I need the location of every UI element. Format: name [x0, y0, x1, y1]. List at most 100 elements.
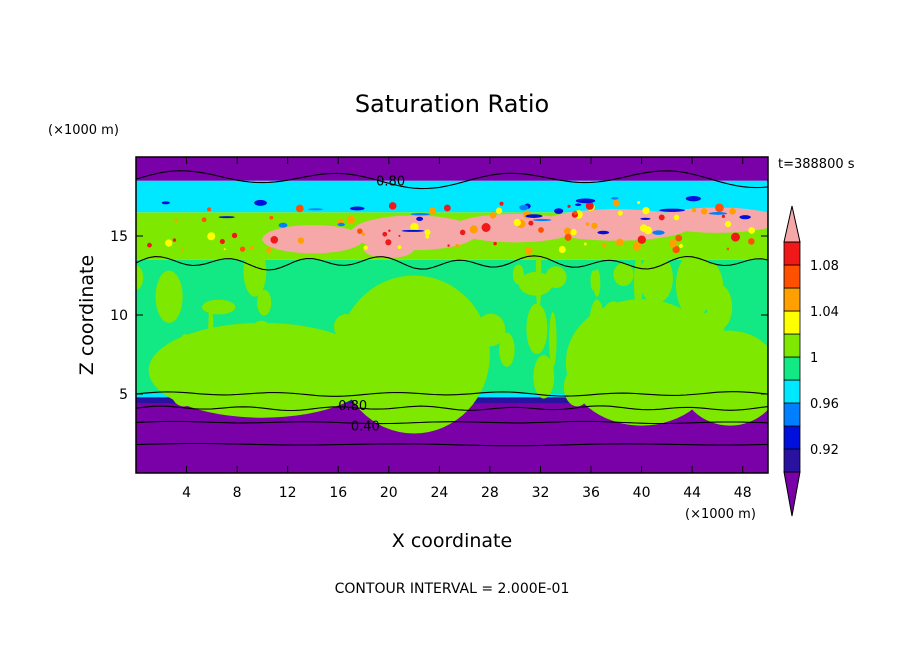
speckle — [297, 237, 305, 244]
speckle — [658, 214, 665, 221]
speckle — [538, 227, 544, 233]
moist-plume — [136, 265, 144, 290]
speckle — [270, 235, 279, 244]
speckle — [357, 228, 363, 234]
contour-fill-layer — [136, 157, 768, 473]
supersaturated-region — [654, 207, 768, 233]
speckle — [385, 239, 392, 246]
speckle — [201, 217, 207, 223]
x-tick-label: 48 — [734, 485, 752, 501]
contour-label: 0.40 — [351, 420, 380, 435]
supersaturated-region — [363, 239, 415, 259]
dry-streak — [218, 216, 235, 219]
speckle — [207, 232, 216, 241]
x-tick-label: 40 — [633, 485, 651, 501]
speckle — [269, 215, 274, 220]
dry-streak — [161, 201, 170, 205]
colorbar-box — [783, 333, 801, 358]
speckle — [558, 246, 566, 253]
speckle — [489, 211, 497, 219]
dry-streak — [640, 217, 651, 220]
speckle — [250, 245, 255, 250]
speckle — [447, 244, 450, 247]
y-unit-label: (×1000 m) — [48, 123, 119, 138]
speckle — [410, 222, 419, 232]
speckle — [147, 242, 152, 248]
dry-streak — [532, 218, 552, 222]
speckle — [639, 224, 648, 232]
speckle — [361, 232, 366, 237]
speckle — [524, 247, 533, 255]
colorbar-box — [783, 287, 801, 312]
colorbar-box — [783, 448, 801, 473]
dry-streak — [611, 196, 619, 200]
speckle — [691, 208, 697, 213]
speckle — [481, 223, 491, 232]
speckle — [748, 227, 756, 234]
chart-title: Saturation Ratio — [355, 90, 549, 118]
contour-label: 0.80 — [376, 175, 405, 190]
speckle — [564, 233, 572, 241]
colorbar-box — [783, 241, 801, 266]
dry-streak — [416, 216, 424, 222]
dry-streak — [519, 204, 529, 211]
contour-line — [136, 420, 768, 425]
y-tick-label: 10 — [110, 308, 128, 324]
speckle — [172, 238, 177, 242]
speckle — [583, 242, 587, 246]
colorbar: 1.08 1.04 1 0.96 0.92 — [783, 205, 839, 517]
speckle — [585, 201, 594, 210]
colorbar-label: 1 — [810, 351, 818, 366]
x-unit-label: (×1000 m) — [685, 507, 756, 522]
speckle — [495, 207, 503, 214]
moist-plume — [155, 270, 183, 323]
speckle — [570, 229, 577, 236]
speckle — [602, 243, 607, 248]
dry-streak — [254, 199, 267, 206]
fill-band — [136, 180, 768, 213]
supersaturated-region — [262, 224, 364, 254]
speckle — [730, 232, 740, 242]
dry-streak — [659, 208, 685, 212]
speckle — [715, 203, 724, 213]
x-tick-label: 8 — [233, 485, 242, 501]
speckle — [223, 248, 226, 251]
speckle — [398, 234, 401, 237]
speckle — [443, 204, 451, 212]
speckle — [678, 243, 684, 249]
moist-plume — [512, 264, 524, 285]
speckle — [725, 221, 732, 228]
speckle — [180, 248, 184, 251]
dry-streak — [401, 229, 425, 232]
dry-streak — [337, 222, 345, 227]
speckle — [424, 229, 431, 236]
moist-region — [338, 275, 490, 434]
speckle — [388, 202, 397, 210]
speckle — [429, 207, 437, 215]
moist-plume — [639, 253, 673, 304]
speckle — [528, 220, 534, 226]
speckle — [459, 229, 466, 236]
colorbar-upper-arrow — [783, 205, 801, 243]
speckle — [642, 207, 650, 215]
speckle — [513, 218, 521, 227]
colorbar-label: 0.96 — [810, 397, 839, 412]
contour-label: 0.80 — [338, 399, 367, 414]
moist-plume — [549, 312, 557, 368]
speckle — [617, 210, 623, 216]
speckle — [615, 238, 624, 247]
speckle — [668, 239, 677, 248]
speckle — [493, 241, 497, 246]
speckle — [363, 245, 368, 250]
speckle — [397, 245, 402, 250]
colorbar-label: 1.08 — [810, 259, 839, 274]
dry-streak — [350, 206, 365, 211]
x-tick-label: 20 — [380, 485, 398, 501]
moist-plume — [202, 299, 236, 315]
speckle — [499, 201, 504, 206]
moist-plume — [526, 303, 548, 355]
speckle — [729, 207, 736, 215]
contour-interval-footer: CONTOUR INTERVAL = 2.000E-01 — [335, 581, 570, 597]
speckle — [382, 231, 388, 237]
dry-streak — [685, 195, 701, 202]
